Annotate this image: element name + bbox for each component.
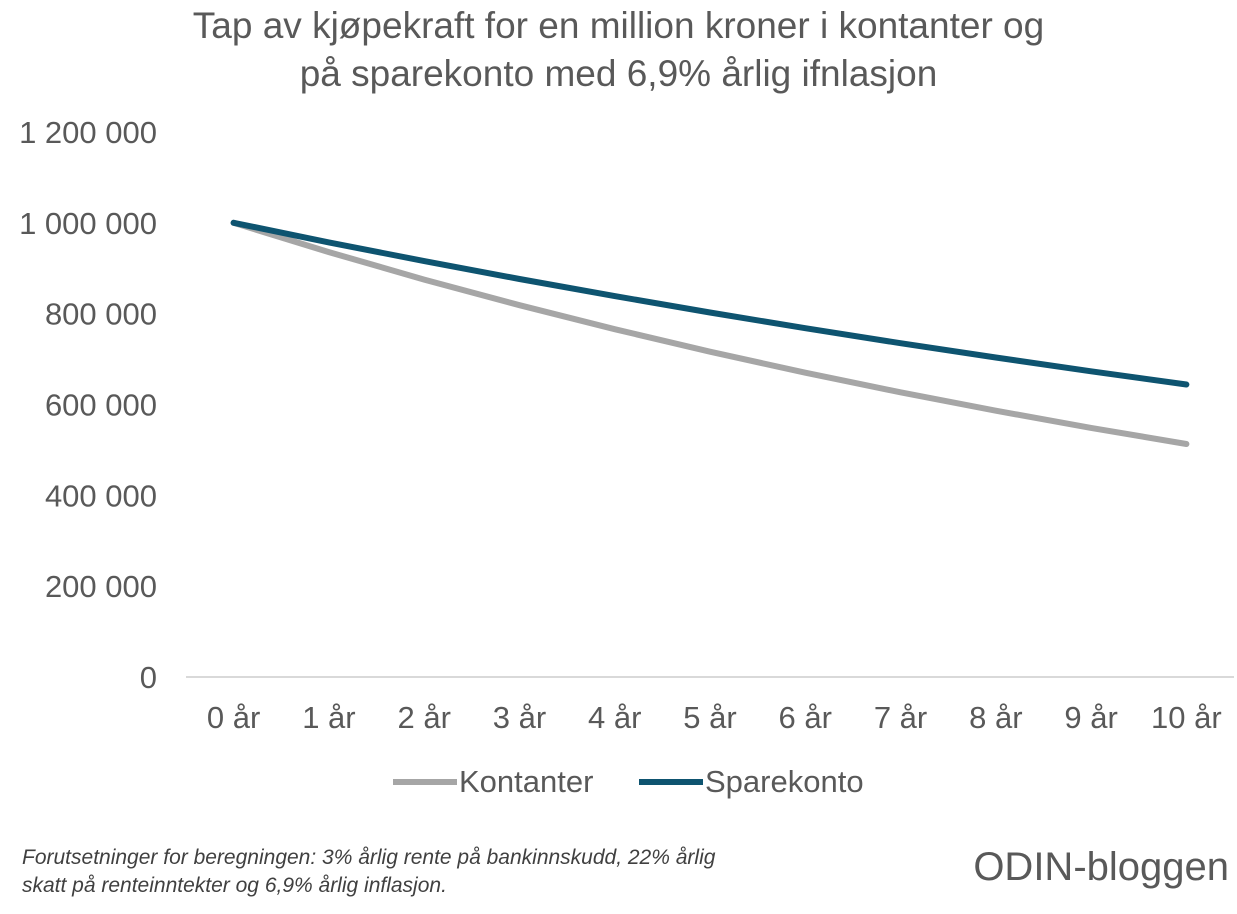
chart-title: Tap av kjøpekraft for en million kroner … — [0, 2, 1237, 98]
series-line-sparekonto — [230, 219, 1190, 388]
y-tick-label: 600 000 — [45, 388, 157, 423]
x-tick-label: 6 år — [779, 700, 832, 735]
series-line-kontanter — [230, 219, 1190, 447]
x-axis-ticks: 0 år 1 år 2 år 3 år 4 år 5 år 6 år 7 år 8 år 9 år… — [207, 700, 1222, 735]
legend-item-kontanter: Kontanter — [393, 760, 593, 804]
x-tick-label: 4 år — [588, 700, 641, 735]
x-tick-label: 8 år — [969, 700, 1022, 735]
legend-label-sparekonto: Sparekonto — [705, 764, 864, 799]
chart-title-line-1: Tap av kjøpekraft for en million kroner … — [192, 5, 1045, 46]
x-tick-label: 2 år — [397, 700, 450, 735]
y-tick-label: 0 — [140, 660, 157, 695]
legend-swatch-sparekonto — [639, 779, 703, 785]
footnote-line-1: Forutsetninger for beregningen: 3% årlig… — [22, 846, 716, 869]
x-tick-label: 7 år — [874, 700, 927, 735]
x-tick-label: 1 år — [302, 700, 355, 735]
x-tick-label: 10 år — [1151, 700, 1222, 735]
x-tick-label: 5 år — [683, 700, 736, 735]
x-tick-label: 9 år — [1064, 700, 1117, 735]
x-tick-label: 0 år — [207, 700, 260, 735]
brand-text: ODIN-bloggen — [973, 845, 1229, 889]
footnote: Forutsetninger for beregningen: 3% årlig… — [22, 844, 842, 900]
chart-legend: Kontanter Sparekonto — [0, 760, 1237, 804]
footnote-line-2: skatt på renteinntekter og 6,9% årlig in… — [22, 874, 447, 897]
series-lines — [230, 219, 1190, 447]
legend-swatch-kontanter — [393, 779, 457, 785]
y-tick-label: 1 200 000 — [19, 115, 157, 150]
legend-item-sparekonto: Sparekonto — [639, 760, 864, 804]
y-tick-label: 800 000 — [45, 297, 157, 332]
y-tick-label: 200 000 — [45, 569, 157, 604]
chart-title-line-2: på sparekonto med 6,9% årlig ifnlasjon — [299, 53, 938, 94]
y-tick-label: 1 000 000 — [19, 206, 157, 241]
x-tick-label: 3 år — [493, 700, 546, 735]
legend-label-kontanter: Kontanter — [459, 764, 594, 799]
y-axis-ticks: 0 200 000 400 000 600 000 800 000 1 000 000 1 … — [19, 115, 157, 695]
y-tick-label: 400 000 — [45, 478, 157, 513]
